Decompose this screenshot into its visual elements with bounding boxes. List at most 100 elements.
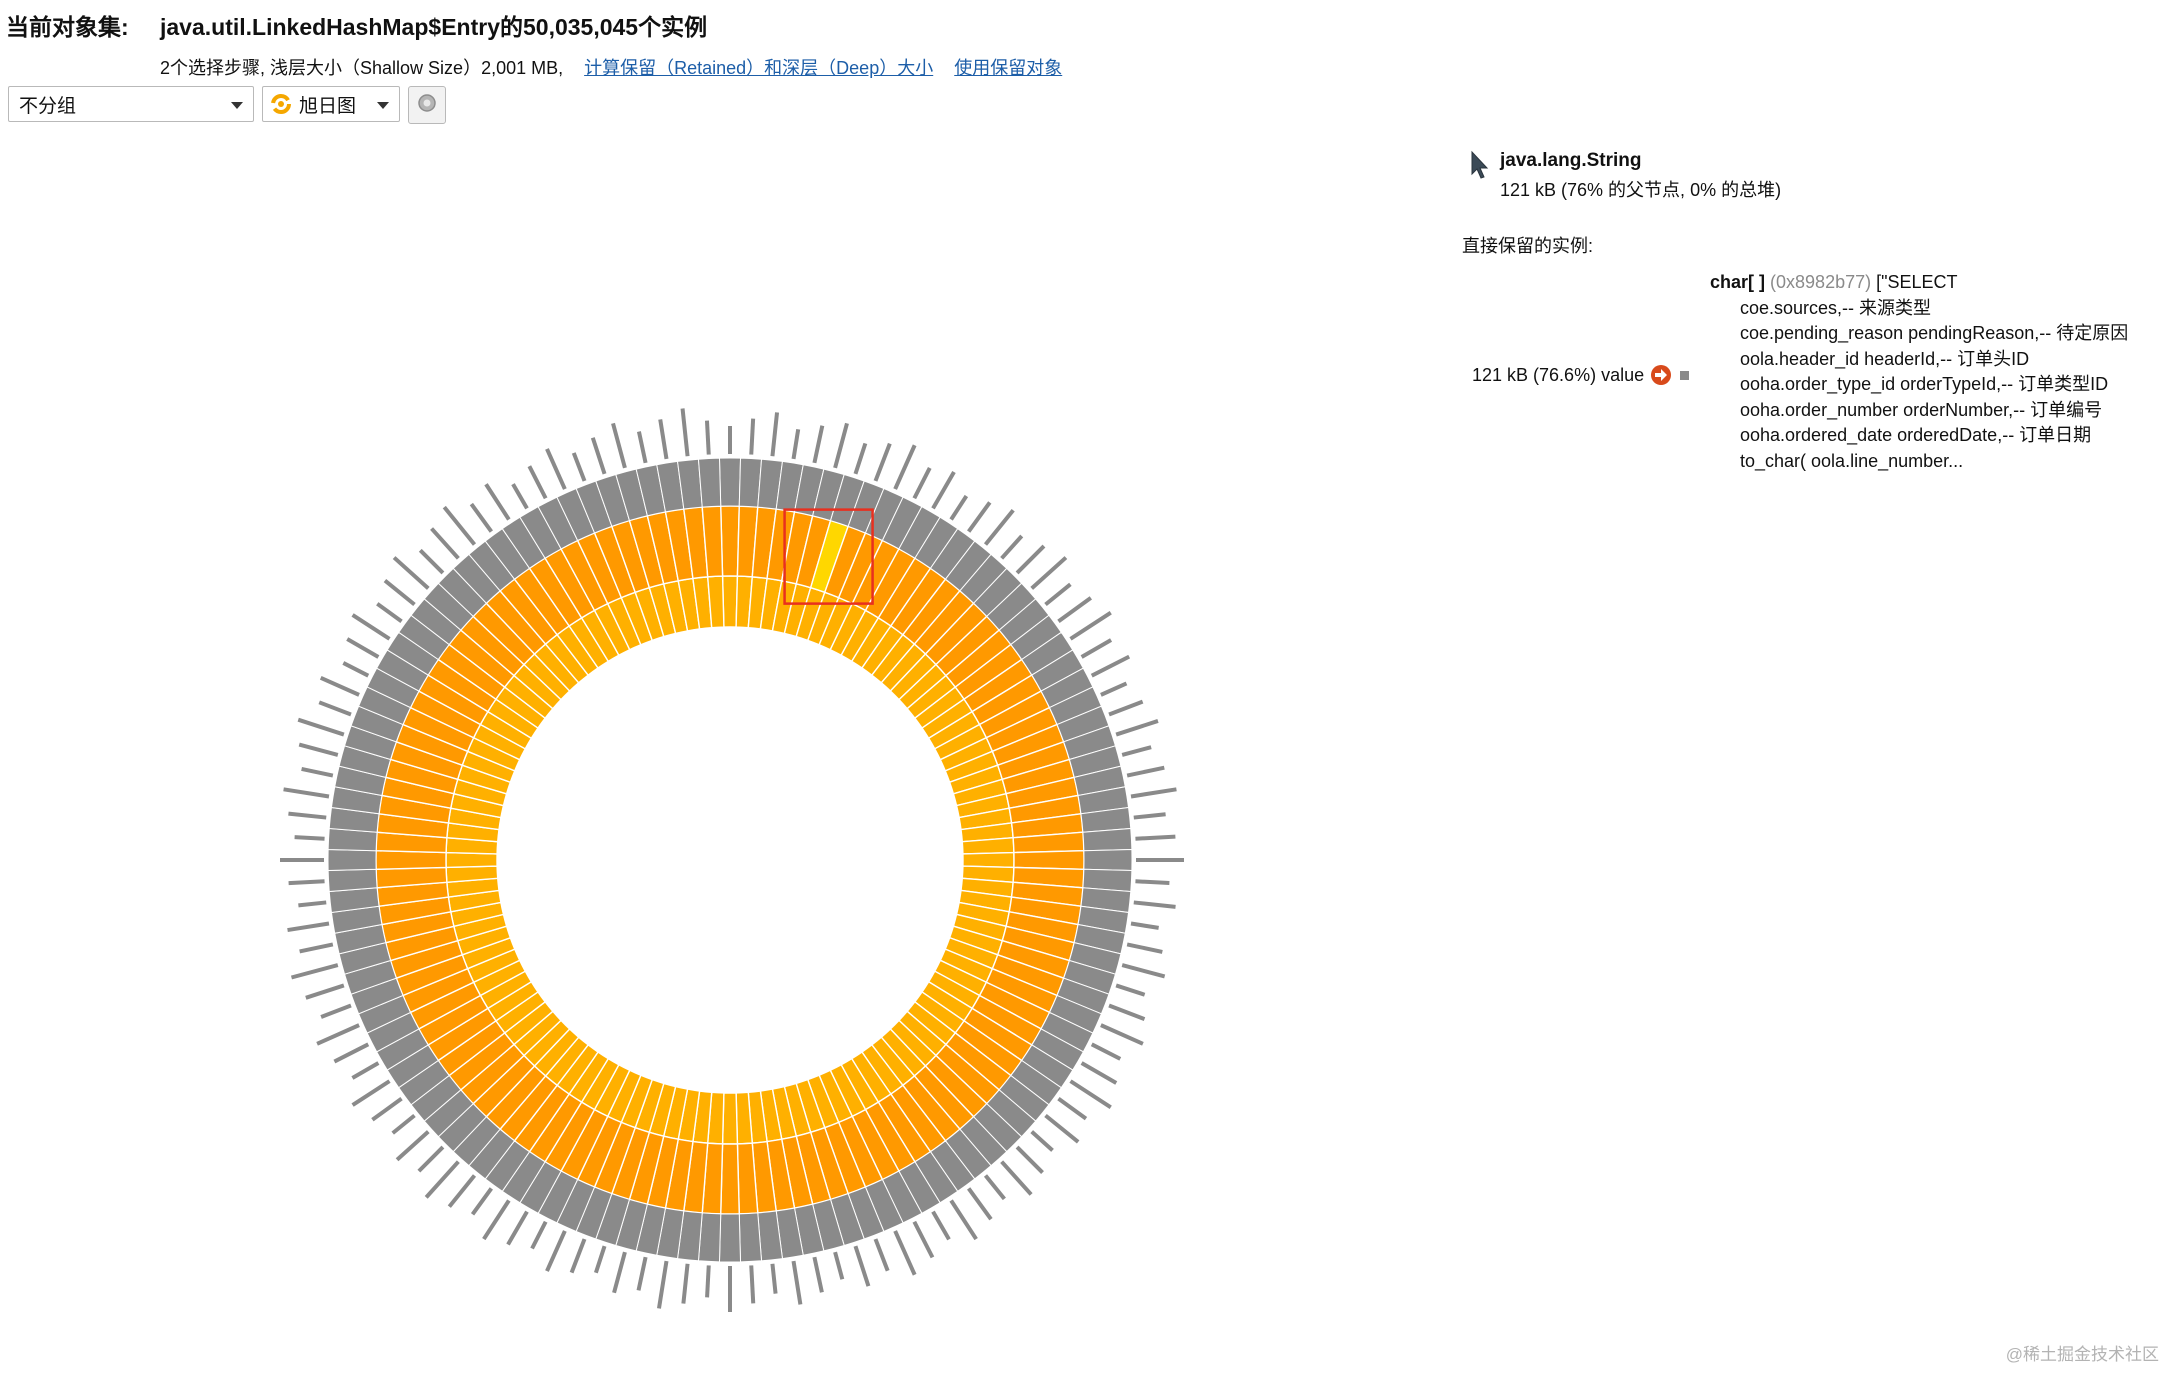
sunburst-leaf-spike-67[interactable]: [569, 1238, 587, 1274]
sunburst-leaf-spike-40[interactable]: [1080, 1061, 1118, 1085]
sunburst-leaf-spike-105[interactable]: [418, 548, 445, 575]
sunburst-segment-java-lang-string-60[interactable]: [720, 1143, 740, 1215]
sunburst-leaf-spike-107[interactable]: [442, 505, 477, 546]
sunburst-leaf-spike-72[interactable]: [470, 1187, 493, 1216]
sunburst-leaf-spike-21[interactable]: [1090, 654, 1131, 678]
sunburst-leaf-spike-117[interactable]: [658, 419, 669, 460]
sunburst-leaf-spike-18[interactable]: [1057, 596, 1092, 623]
sunburst-leaf-spike-19[interactable]: [1069, 611, 1112, 641]
sunburst-leaf-spike-39[interactable]: [1090, 1042, 1122, 1061]
sunburst-leaf-spike-35[interactable]: [1121, 963, 1166, 979]
sunburst-segment-java-lang-string-0[interactable]: [720, 505, 740, 577]
sunburst-segment-char---89[interactable]: [327, 868, 378, 893]
sunburst-leaf-spike-63[interactable]: [657, 1260, 669, 1309]
sunburst-leaf-spike-108[interactable]: [469, 502, 493, 533]
calc-retained-link[interactable]: 计算保留（Retained）和深层（Deep）大小: [584, 58, 934, 78]
view-select[interactable]: 旭日图: [262, 86, 400, 122]
sunburst-leaf-spike-114[interactable]: [590, 437, 607, 475]
sunburst-leaf-spike-73[interactable]: [447, 1174, 477, 1208]
sunburst-leaf-spike-9[interactable]: [912, 467, 932, 500]
sunburst-leaf-spike-92[interactable]: [288, 811, 327, 820]
sunburst-leaf-spike-55[interactable]: [833, 1251, 845, 1280]
sunburst-leaf-spike-82[interactable]: [316, 1023, 360, 1046]
sunburst-leaf-spike-32[interactable]: [1133, 900, 1176, 909]
sunburst-leaf-spike-71[interactable]: [482, 1199, 511, 1241]
sunburst-leaf-spike-56[interactable]: [812, 1256, 824, 1293]
sunburst-leaf-spike-27[interactable]: [1130, 787, 1177, 799]
sunburst-segment-java-lang-string-30[interactable]: [1013, 850, 1085, 870]
sunburst-leaf-spike-7[interactable]: [873, 442, 892, 482]
sunburst-leaf-spike-49[interactable]: [949, 1199, 978, 1241]
sunburst-leaf-spike-94[interactable]: [301, 766, 334, 778]
sunburst-leaf-spike-81[interactable]: [333, 1042, 370, 1064]
sunburst-segment-linkedhashmap-entry-90[interactable]: [445, 851, 498, 869]
sunburst-leaf-spike-83[interactable]: [320, 1003, 352, 1019]
sunburst-leaf-spike-118[interactable]: [680, 408, 690, 457]
sunburst-leaf-spike-14[interactable]: [1000, 534, 1024, 560]
sunburst-leaf-spike-58[interactable]: [770, 1263, 778, 1294]
sunburst-leaf-spike-95[interactable]: [298, 742, 339, 757]
sunburst-segment-linkedhashmap-entry-0[interactable]: [721, 575, 739, 628]
navigate-arrow-icon[interactable]: [1650, 364, 1672, 386]
sunburst-leaf-spike-1[interactable]: [749, 418, 756, 455]
sunburst-leaf-spike-70[interactable]: [506, 1210, 529, 1246]
sunburst-leaf-spike-4[interactable]: [812, 425, 825, 464]
sunburst-leaf-spike-93[interactable]: [283, 787, 330, 799]
sunburst-leaf-spike-45[interactable]: [1015, 1145, 1044, 1174]
sunburst-leaf-spike-85[interactable]: [290, 963, 339, 980]
sunburst-leaf-spike-116[interactable]: [636, 431, 648, 464]
sunburst-segment-java-lang-string-90[interactable]: [375, 850, 447, 870]
sunburst-leaf-spike-103[interactable]: [383, 579, 416, 607]
sunburst-leaf-spike-76[interactable]: [395, 1130, 430, 1162]
sunburst-leaf-spike-26[interactable]: [1126, 765, 1165, 778]
sunburst-leaf-spike-10[interactable]: [931, 471, 956, 510]
sunburst-leaf-spike-100[interactable]: [346, 637, 380, 659]
sunburst-leaf-spike-75[interactable]: [417, 1145, 445, 1173]
sunburst-leaf-spike-109[interactable]: [484, 483, 511, 521]
sunburst-leaf-spike-52[interactable]: [893, 1230, 917, 1276]
sunburst-leaf-spike-46[interactable]: [1000, 1160, 1033, 1196]
sunburst-leaf-spike-59[interactable]: [749, 1265, 756, 1304]
sunburst-leaf-spike-74[interactable]: [424, 1160, 460, 1199]
sunburst-leaf-spike-102[interactable]: [376, 602, 403, 623]
sunburst-leaf-spike-23[interactable]: [1108, 699, 1144, 717]
sunburst-leaf-spike-41[interactable]: [1069, 1079, 1112, 1109]
sunburst-leaf-spike-50[interactable]: [931, 1210, 951, 1241]
sunburst-leaf-spike-53[interactable]: [873, 1238, 890, 1272]
sunburst-leaf-spike-12[interactable]: [967, 501, 992, 533]
sunburst-leaf-spike-38[interactable]: [1100, 1023, 1144, 1046]
sunburst-leaf-spike-99[interactable]: [342, 661, 370, 678]
sunburst-leaf-spike-28[interactable]: [1133, 812, 1166, 820]
sunburst-leaf-spike-68[interactable]: [545, 1230, 567, 1272]
sunburst-leaf-spike-16[interactable]: [1030, 556, 1068, 590]
sunburst-leaf-spike-25[interactable]: [1121, 745, 1152, 757]
sunburst-segment-char---29[interactable]: [1082, 827, 1133, 852]
sunburst-leaf-spike-112[interactable]: [545, 448, 567, 490]
sunburst-leaf-spike-48[interactable]: [967, 1187, 993, 1221]
sunburst-segment-char---60[interactable]: [718, 1213, 742, 1263]
sunburst-leaf-spike-57[interactable]: [791, 1260, 803, 1305]
sunburst-leaf-spike-47[interactable]: [983, 1174, 1006, 1201]
use-retained-link[interactable]: 使用保留对象: [954, 58, 1063, 78]
sunburst-segment-char---30[interactable]: [1083, 848, 1133, 872]
sunburst-leaf-spike-110[interactable]: [511, 483, 529, 510]
sunburst-leaf-spike-66[interactable]: [593, 1245, 607, 1274]
sunburst-leaf-spike-5[interactable]: [833, 422, 849, 469]
sunburst-leaf-spike-113[interactable]: [571, 452, 587, 482]
sunburst-leaf-spike-8[interactable]: [893, 444, 917, 490]
sunburst-segment-linkedhashmap-entry-60[interactable]: [721, 1092, 739, 1145]
sunburst-leaf-spike-3[interactable]: [791, 429, 801, 460]
sunburst-leaf-spike-91[interactable]: [294, 835, 325, 841]
sunburst-leaf-spike-44[interactable]: [1030, 1130, 1054, 1152]
sunburst-leaf-spike-29[interactable]: [1135, 834, 1176, 841]
sunburst-leaf-spike-31[interactable]: [1135, 879, 1170, 886]
sunburst-leaf-spike-20[interactable]: [1080, 638, 1113, 659]
sunburst-leaf-spike-37[interactable]: [1108, 1003, 1146, 1021]
sunburst-leaf-spike-80[interactable]: [351, 1061, 380, 1080]
sunburst-leaf-spike-17[interactable]: [1044, 582, 1072, 607]
sunburst-leaf-spike-54[interactable]: [853, 1245, 871, 1287]
sunburst-leaf-spike-101[interactable]: [351, 613, 391, 641]
settings-button[interactable]: [408, 86, 446, 124]
sunburst-leaf-spike-69[interactable]: [530, 1220, 548, 1250]
sunburst-leaf-spike-88[interactable]: [298, 900, 327, 908]
